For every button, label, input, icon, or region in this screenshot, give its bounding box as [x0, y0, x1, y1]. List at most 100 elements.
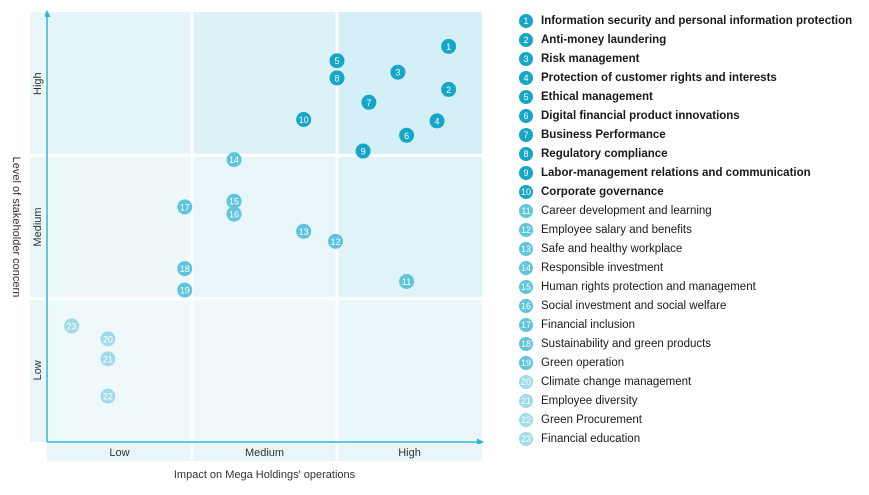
legend-item: 10 Corporate governance: [519, 182, 867, 201]
legend-item: 5 Ethical management: [519, 87, 867, 106]
legend-number-badge: 16: [519, 298, 533, 313]
legend-item: 20 Climate change management: [519, 372, 867, 391]
legend-item: 7 Business Performance: [519, 125, 867, 144]
legend-item: 15 Human rights protection and management: [519, 277, 867, 296]
legend-label: Career development and learning: [541, 204, 712, 217]
data-point: 20: [100, 331, 116, 347]
legend-number-badge: 12: [519, 222, 533, 237]
data-point-label: 8: [334, 73, 339, 83]
data-point-marker: [226, 152, 242, 168]
chart-legend: 1 Information security and personal infor…: [519, 11, 867, 448]
data-point-label: 5: [334, 56, 339, 66]
legend-number-badge: 22: [519, 412, 533, 427]
legend-item: 8 Regulatory compliance: [519, 144, 867, 163]
legend-label: Digital financial product innovations: [541, 109, 740, 122]
data-point-marker: [177, 199, 193, 215]
grid-cell: [192, 12, 337, 156]
legend-item: 4 Protection of customer rights and inter…: [519, 68, 867, 87]
data-point-label: 3: [395, 68, 400, 78]
data-point-label: 9: [361, 147, 366, 157]
legend-item: 14 Responsible investment: [519, 258, 867, 277]
legend-label: Labor-management relations and communica…: [541, 166, 811, 179]
legend-number-badge: 7: [519, 127, 533, 142]
data-point-marker: [177, 282, 193, 298]
data-point: 5: [329, 53, 345, 69]
legend-label: Protection of customer rights and intere…: [541, 71, 777, 84]
y-tick-label: Low: [32, 360, 44, 380]
legend-label: Employee diversity: [541, 394, 638, 407]
legend-number-badge: 3: [519, 51, 533, 66]
data-point: 8: [329, 70, 345, 86]
data-point-marker: [226, 193, 242, 209]
legend-item: 9 Labor-management relations and communic…: [519, 163, 867, 182]
data-point: 4: [429, 113, 445, 129]
legend-item: 2 Anti-money laundering: [519, 30, 867, 49]
legend-label: Information security and personal inform…: [541, 14, 853, 27]
legend-item: 22 Green Procurement: [519, 410, 867, 429]
legend-label: Safe and healthy workplace: [541, 242, 683, 255]
legend-number-badge: 19: [519, 355, 533, 370]
data-point: 18: [177, 261, 193, 277]
legend-number-badge: 17: [519, 317, 533, 332]
legend-number-badge: 23: [519, 431, 533, 446]
data-point: 2: [441, 81, 457, 97]
legend-item: 12 Employee salary and benefits: [519, 220, 867, 239]
legend-label: Financial education: [541, 432, 641, 445]
legend-item: 6 Digital financial product innovations: [519, 106, 867, 125]
data-point-label: 1: [446, 42, 451, 52]
data-point-label: 10: [299, 115, 309, 125]
data-point-label: 15: [229, 197, 239, 207]
grid-cell: [47, 12, 192, 156]
legend-number-badge: 15: [519, 279, 533, 294]
data-point: 1: [441, 38, 457, 54]
y-axis-title: Level of stakeholder concern: [10, 157, 22, 298]
data-point-label: 18: [180, 264, 190, 274]
data-point-marker: [441, 81, 457, 97]
data-point-marker: [64, 318, 80, 334]
data-point-marker: [100, 331, 116, 347]
legend-label: Employee salary and benefits: [541, 223, 692, 236]
legend-number-badge: 6: [519, 108, 533, 123]
data-point: 12: [328, 233, 344, 249]
y-band: [30, 300, 45, 442]
data-point: 10: [296, 112, 312, 127]
data-point-marker: [100, 351, 116, 367]
y-band: [30, 12, 45, 154]
data-point: 21: [100, 351, 116, 367]
legend-label: Responsible investment: [541, 261, 664, 274]
legend-number-badge: 10: [519, 184, 533, 199]
data-point-marker: [399, 127, 415, 143]
data-point: 17: [177, 199, 193, 215]
grid-cell: [192, 155, 337, 299]
data-point-label: 2: [446, 85, 451, 95]
data-point-label: 6: [404, 131, 409, 141]
data-point: 16: [226, 206, 242, 222]
data-point-marker: [399, 273, 415, 289]
grid-cell: [337, 298, 482, 442]
grid-cell: [47, 155, 192, 299]
data-point-marker: [100, 388, 116, 404]
y-tick-label: Medium: [32, 207, 44, 246]
legend-label: Regulatory compliance: [541, 147, 668, 160]
legend-item: 13 Safe and healthy workplace: [519, 239, 867, 258]
y-tick-label: High: [32, 72, 44, 95]
data-point-label: 11: [402, 277, 411, 287]
data-point-label: 7: [366, 98, 371, 108]
data-point-marker: [329, 70, 345, 86]
legend-number-badge: 18: [519, 336, 533, 351]
legend-number-badge: 4: [519, 70, 533, 85]
data-point-marker: [329, 53, 345, 69]
legend-label: Green operation: [541, 356, 625, 369]
data-point-marker: [296, 223, 312, 239]
x-band: [47, 444, 191, 461]
data-point-label: 4: [435, 116, 440, 126]
legend-label: Climate change management: [541, 375, 692, 388]
data-point-label: 17: [180, 202, 190, 212]
legend-item: 16 Social investment and social welfare: [519, 296, 867, 315]
legend-number-badge: 8: [519, 146, 533, 161]
legend-number-badge: 20: [519, 374, 533, 389]
data-point: 13: [296, 223, 312, 239]
data-point-label: 20: [103, 334, 113, 344]
materiality-chart: Low Medium High Low Medium High Impact on Mega…: [10, 10, 484, 481]
data-point: 9: [355, 143, 371, 159]
